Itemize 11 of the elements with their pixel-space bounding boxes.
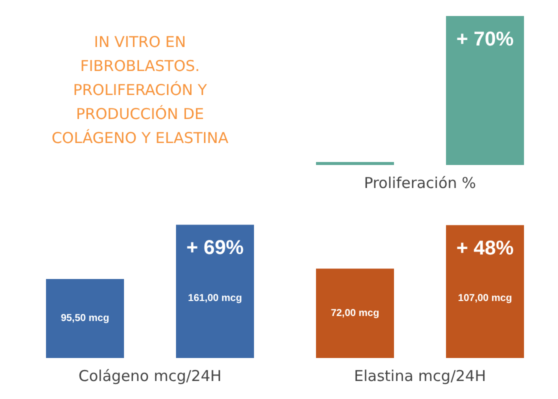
x-axis-title: Elastina mcg/24H	[354, 366, 486, 385]
data-label: 72,00 mcg	[330, 308, 380, 320]
data-label: 161,00 mcg	[188, 292, 242, 304]
annotation: + 69%	[186, 237, 244, 260]
text: IN VITRO EN FIBROBLASTOS. PROLIFERACIÓN Y PRODUCCIÓN DE COLÁGENO Y ELASTINA	[50, 32, 230, 149]
x-axis-title: Proliferación %	[364, 174, 476, 192]
annotation: + 70%	[456, 28, 514, 51]
annotation: + 48%	[456, 238, 514, 260]
data-label: 107,00 mcg	[458, 292, 512, 304]
data-label: 95,50 mcg	[60, 313, 110, 324]
x-axis-title: Colágeno mcg/24H	[78, 366, 222, 385]
